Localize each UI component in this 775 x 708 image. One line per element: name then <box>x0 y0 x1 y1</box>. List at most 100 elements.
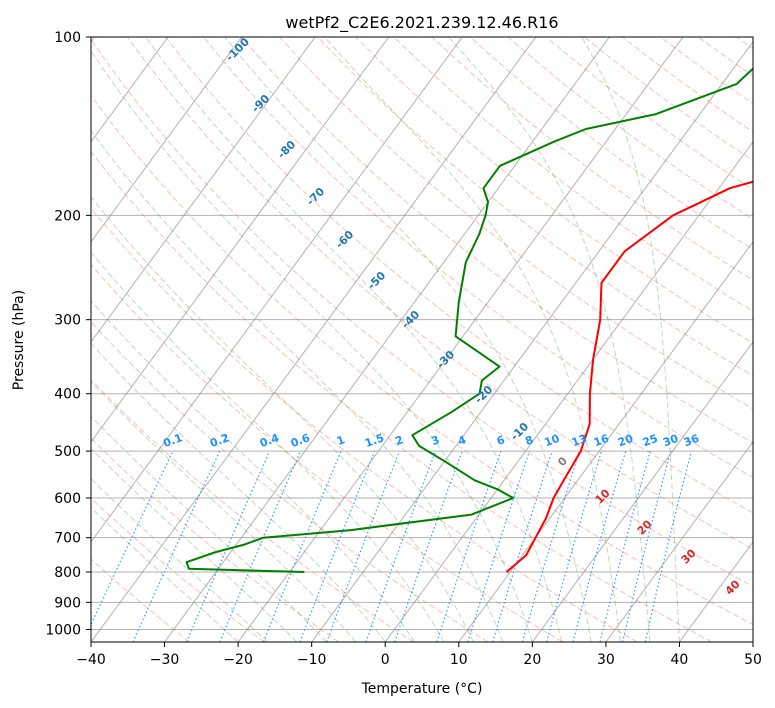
moist-adiabat <box>91 415 327 642</box>
mixing-ratio-line <box>186 450 271 642</box>
dry-adiabat <box>545 37 753 191</box>
mixing-ratio-label: 3 <box>430 433 442 448</box>
mixing-ratio-label: 0.1 <box>161 431 184 450</box>
moist-adiabat <box>145 37 563 642</box>
dry-adiabat <box>91 263 563 642</box>
dry-adiabat <box>91 94 753 626</box>
dry-adiabat <box>317 37 753 377</box>
mixing-ratio-line <box>219 450 302 642</box>
dry-adiabat <box>91 38 753 587</box>
dry-adiabat <box>91 558 191 642</box>
isotherm-line <box>752 641 753 642</box>
isotherm-line <box>531 341 753 642</box>
mixing-ratio-label: 2 <box>393 433 405 448</box>
dry-adiabat <box>621 37 753 133</box>
mixing-ratio-label: 20 <box>616 432 635 450</box>
mixing-ratio-line <box>467 450 531 642</box>
dry-adiabat <box>91 150 713 642</box>
moist-adiabat <box>91 478 268 642</box>
moist-adiabat <box>91 195 474 642</box>
y-tick-label: 1000 <box>45 622 81 638</box>
dry-adiabat <box>126 37 753 550</box>
x-tick-label: 0 <box>381 652 390 668</box>
isotherm-line <box>91 37 169 143</box>
y-tick-label: 100 <box>54 30 81 46</box>
line-labels: -100-90-80-70-60-50-40-30-20-10010203040… <box>161 35 742 598</box>
moist-adiabat <box>91 129 504 642</box>
x-axis-ticks: −40 −30 −20 −10 0 10 20 30 40 50 <box>76 642 762 668</box>
moist-adiabat <box>91 506 239 642</box>
moist-adiabat-label: -60 <box>333 228 356 251</box>
y-axis-ticks: 100 200 300 400 500 600 700 800 900 1000 <box>45 30 91 638</box>
mixing-ratio-label: 0.4 <box>258 431 281 450</box>
mixing-ratio-line <box>262 450 342 642</box>
moist-adiabat <box>91 300 416 642</box>
y-tick-label: 300 <box>54 313 81 329</box>
y-tick-label: 600 <box>54 491 81 507</box>
mixing-ratio-line <box>546 450 603 642</box>
moist-adiabat-label: -20 <box>472 383 495 406</box>
dry-adiabat <box>91 378 414 642</box>
dry-adiabat-label: 40 <box>723 577 743 597</box>
chart-title: wetPf2_C2E6.2021.239.12.46.R16 <box>285 13 558 33</box>
isotherm-line <box>91 37 243 243</box>
mixing-ratio-line <box>299 450 376 642</box>
x-tick-label: −30 <box>150 652 180 668</box>
mixing-ratio-label: 30 <box>661 432 680 450</box>
isotherm-line <box>384 140 753 642</box>
dry-adiabat <box>241 37 753 444</box>
y-axis-label: Pressure (hPa) <box>11 290 27 390</box>
x-tick-label: 10 <box>450 652 468 668</box>
y-tick-label: 500 <box>54 444 81 460</box>
x-tick-label: 40 <box>671 652 689 668</box>
mixing-ratio-line <box>365 450 437 642</box>
mixing-ratio-label: 16 <box>592 432 611 450</box>
dry-adiabat-label: 10 <box>593 486 613 506</box>
moist-adiabat-label: -50 <box>365 269 388 292</box>
x-tick-label: 50 <box>744 652 762 668</box>
dry-adiabat-label: 30 <box>679 546 699 566</box>
dry-adiabat <box>698 37 753 77</box>
moist-adiabat <box>91 447 298 642</box>
dry-adiabat <box>165 37 753 514</box>
mixing-ratio-label: 1 <box>335 433 347 448</box>
moist-adiabat <box>448 37 651 642</box>
isotherm-line <box>164 37 610 642</box>
mixing-ratio-label: 36 <box>682 432 701 450</box>
isotherm-line <box>91 37 537 642</box>
isotherm-line <box>605 441 753 642</box>
mixing-ratio-line <box>132 450 221 642</box>
dry-adiabat <box>660 37 753 105</box>
x-tick-label: 30 <box>597 652 615 668</box>
moist-adiabat-label: 0 <box>555 454 570 469</box>
moist-adiabat <box>324 37 622 642</box>
mixing-ratio-line <box>91 450 174 626</box>
x-tick-label: 20 <box>523 652 541 668</box>
x-axis-label: Temperature (°C) <box>361 681 483 697</box>
plot-frame <box>90 36 754 643</box>
mixing-ratio-line <box>599 450 651 642</box>
mixing-ratio-label: 6 <box>495 433 507 448</box>
mixing-ratio-label: 8 <box>523 433 535 448</box>
x-tick-label: −10 <box>297 652 327 668</box>
mixing-ratio-line <box>572 450 627 642</box>
mixing-ratio-line <box>436 450 502 642</box>
y-tick-label: 400 <box>54 387 81 403</box>
dry-adiabat <box>736 37 753 50</box>
x-tick-label: −40 <box>76 652 106 668</box>
mixing-ratio-line <box>326 450 401 642</box>
moist-adiabat <box>581 37 680 642</box>
y-tick-label: 800 <box>54 565 81 581</box>
profile-lines <box>185 67 753 573</box>
isotherm-line <box>458 241 753 642</box>
moist-adiabat-label: -100 <box>223 35 252 64</box>
isotherm-line <box>91 37 316 343</box>
moist-adiabat-label: -80 <box>275 138 298 161</box>
isotherm-line <box>311 40 753 642</box>
dry-adiabat <box>279 37 753 410</box>
dry-adiabat <box>91 207 638 642</box>
moist-adiabat <box>91 50 533 642</box>
mixing-ratio-label: 0.2 <box>208 431 231 450</box>
moist-adiabat-label: -90 <box>249 92 272 115</box>
